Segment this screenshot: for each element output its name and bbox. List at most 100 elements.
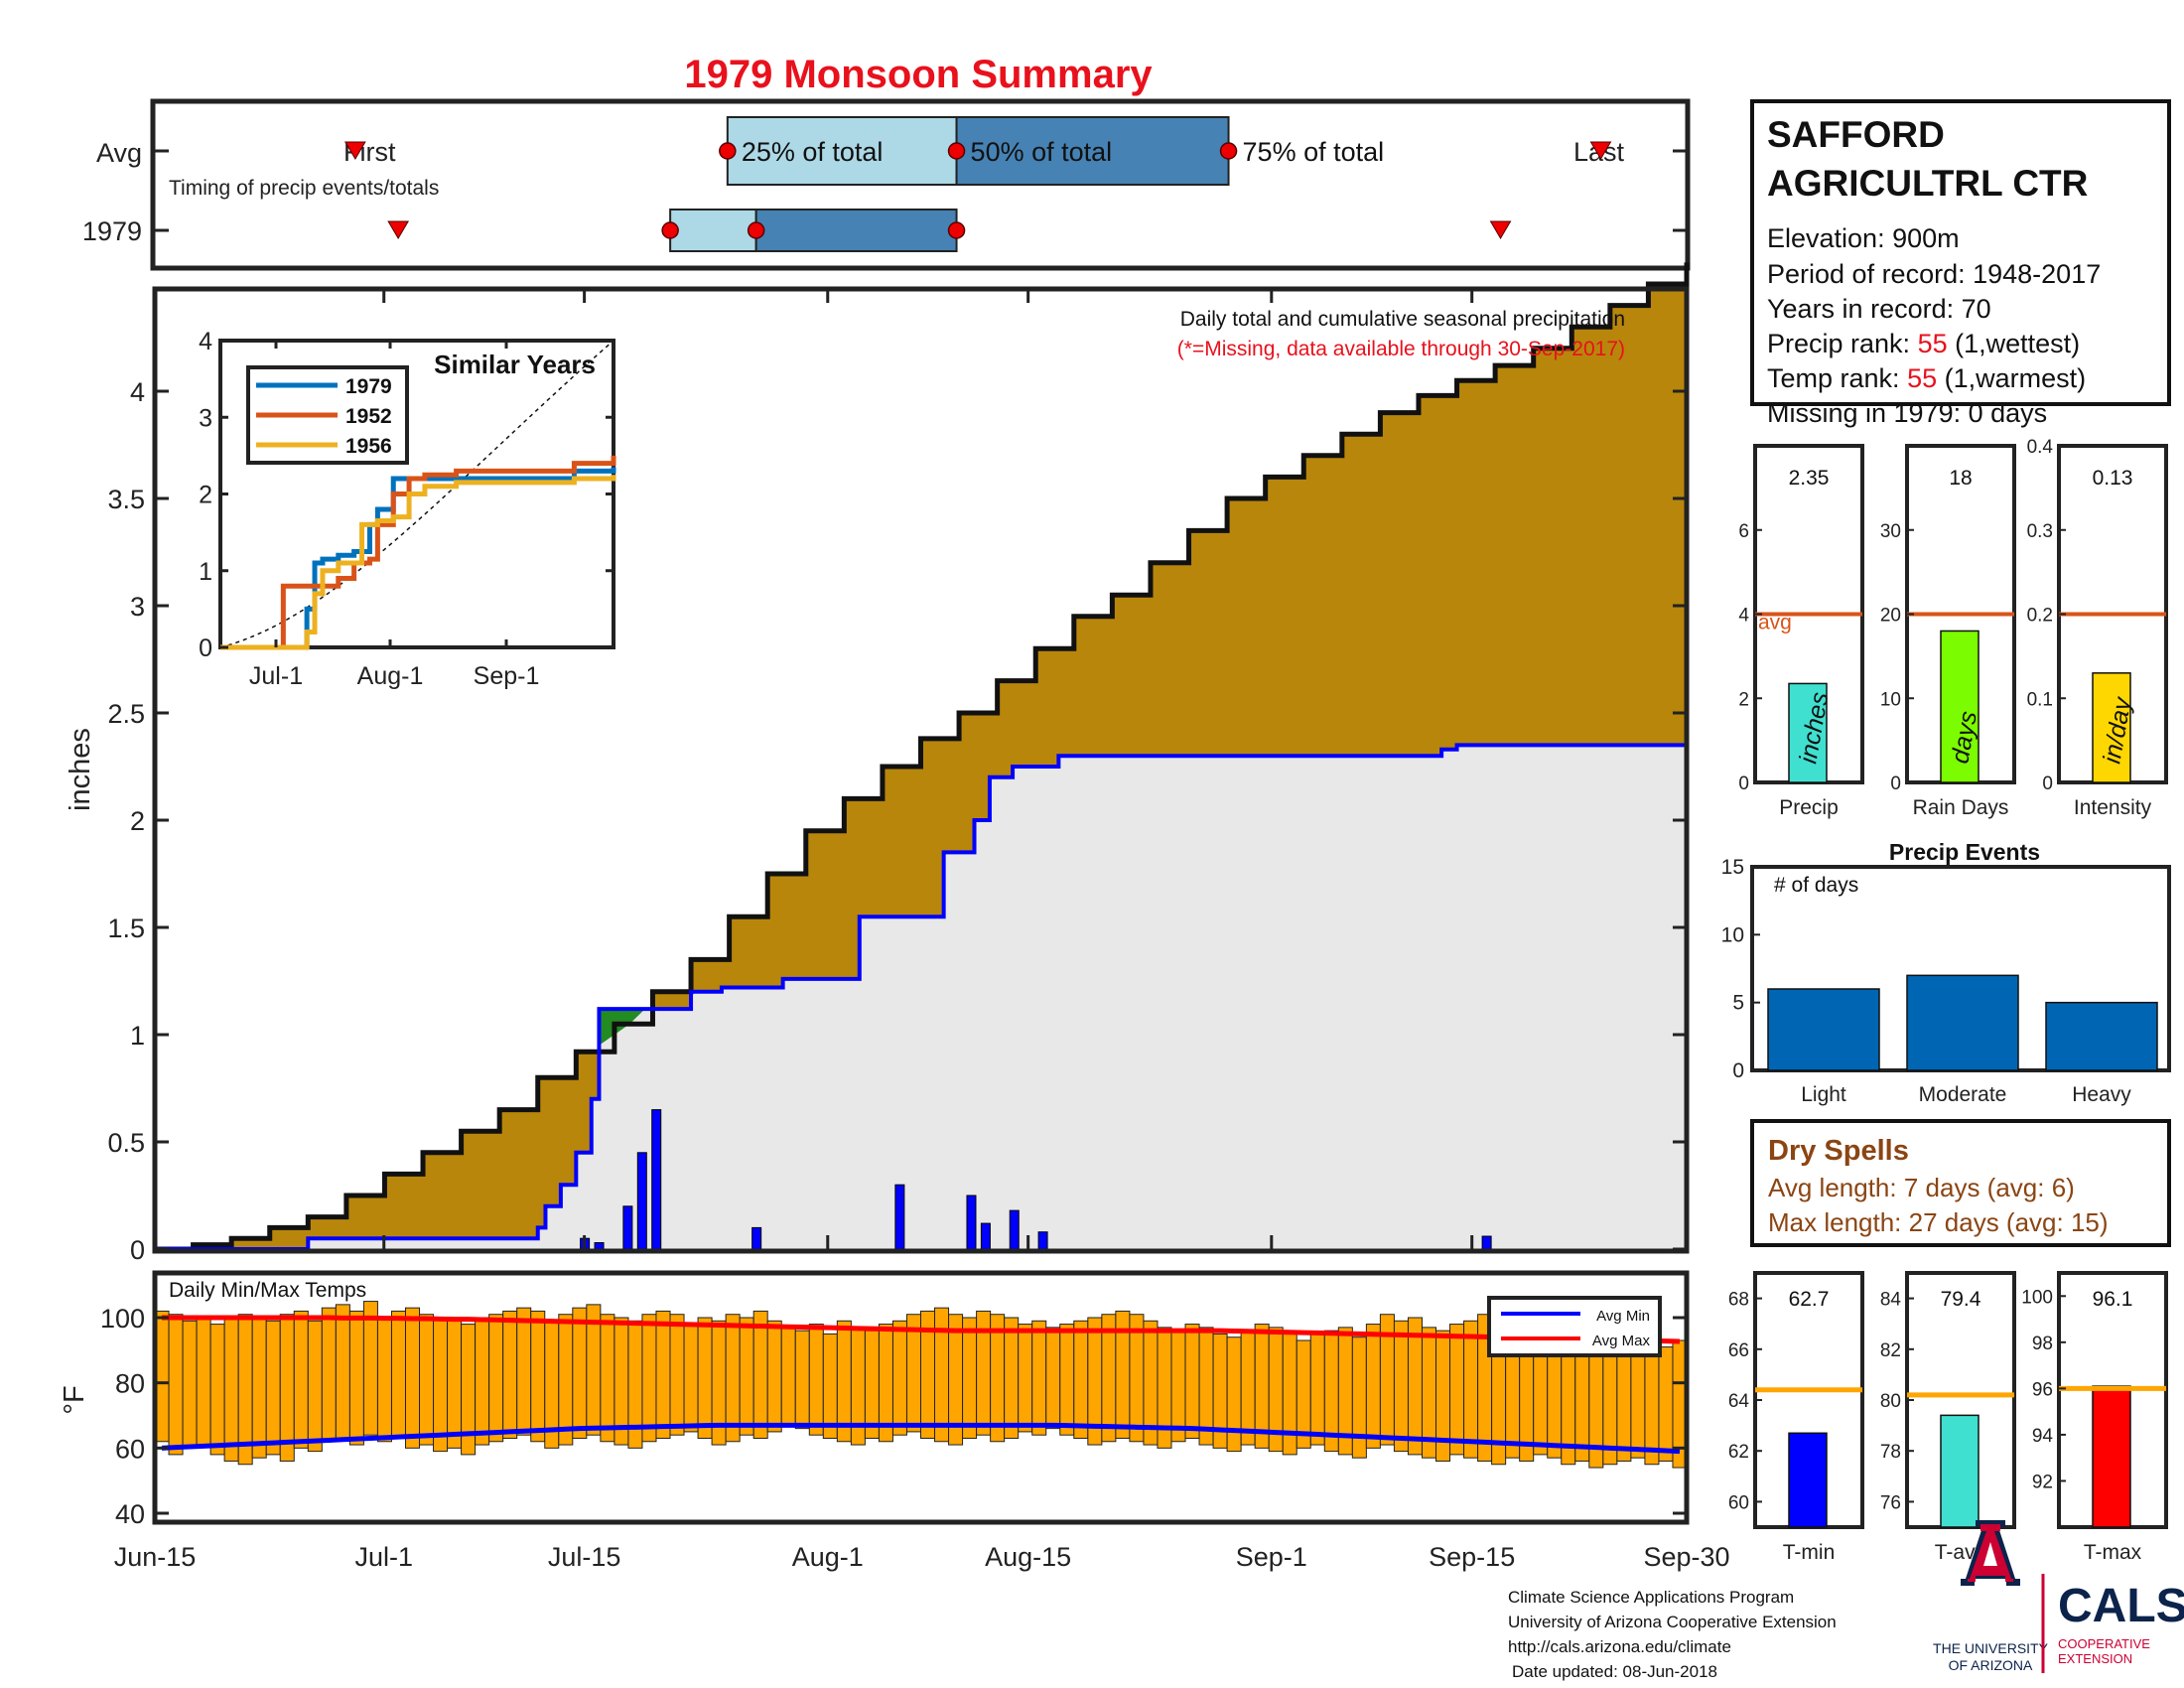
main-y-tick-label: 3.5 bbox=[107, 485, 145, 514]
daily-temp-bar bbox=[279, 1314, 295, 1462]
daily-precip-bar bbox=[980, 1222, 991, 1250]
intensity-tick-label: 0 bbox=[2042, 774, 2053, 794]
events-bar bbox=[2045, 1001, 2158, 1071]
inset-y-tick-label: 3 bbox=[199, 404, 212, 432]
daily-temp-bar bbox=[752, 1310, 768, 1439]
main-y-tick-label: 1 bbox=[130, 1021, 145, 1051]
inset-legend-label: 1956 bbox=[345, 435, 392, 458]
main-y-tick-label: 2 bbox=[130, 806, 145, 836]
daily-temp-bar bbox=[209, 1324, 225, 1456]
percentile-marker bbox=[719, 142, 737, 160]
daily-precip-bar bbox=[651, 1109, 662, 1250]
main-note-line2: (*=Missing, data available through 30-Se… bbox=[1177, 338, 1625, 360]
daily-temp-bar bbox=[1240, 1330, 1256, 1446]
cals-coop-line1: COOPERATIVE bbox=[2058, 1636, 2150, 1651]
daily-temp-bar bbox=[182, 1320, 198, 1449]
daily-temp-bar bbox=[655, 1310, 671, 1439]
tmin-panel-label: T-min bbox=[1783, 1541, 1836, 1564]
station-name-line1: SAFFORD bbox=[1767, 114, 1945, 155]
daily-temp-bar bbox=[1045, 1327, 1061, 1430]
events-title: Precip Events bbox=[1889, 839, 2040, 865]
intensity-tick-label: 0.4 bbox=[2027, 437, 2054, 458]
daily-temp-bar bbox=[683, 1324, 699, 1433]
daily-precip-bar bbox=[1481, 1235, 1492, 1250]
daily-temp-bar bbox=[572, 1307, 588, 1439]
daily-temp-bar bbox=[1101, 1314, 1117, 1443]
raindays-tick-label: 30 bbox=[1880, 521, 1901, 542]
daily-precip-bar bbox=[1009, 1209, 1020, 1250]
daily-temp-bar bbox=[251, 1317, 267, 1459]
daily-temp-bar bbox=[725, 1314, 741, 1443]
timing-row-1979-label: 1979 bbox=[82, 216, 142, 246]
percentile-marker bbox=[947, 142, 966, 160]
cals-coop-line2: EXTENSION bbox=[2058, 1651, 2132, 1666]
precip-tick-label: 6 bbox=[1738, 521, 1749, 542]
footer: Climate Science Applications Program Uni… bbox=[1508, 1588, 1837, 1681]
tmin-tick-label: 66 bbox=[1728, 1340, 1749, 1361]
station-temp-rank: Temp rank: 55 (1,warmest) bbox=[1767, 363, 2086, 393]
timing-box-50-75 bbox=[754, 209, 958, 252]
daily-temp-bar bbox=[1644, 1342, 1660, 1466]
daily-temp-bar bbox=[558, 1314, 574, 1446]
daily-temp-bar bbox=[962, 1317, 978, 1439]
daily-temp-bar bbox=[864, 1330, 880, 1439]
temp-y-tick-label: 80 bbox=[115, 1369, 145, 1399]
daily-temp-bar bbox=[641, 1314, 657, 1443]
station-missing: Missing in 1979: 0 days bbox=[1767, 398, 2047, 428]
raindays-tick-label: 10 bbox=[1880, 689, 1901, 710]
raindays-tick-label: 0 bbox=[1890, 774, 1901, 794]
daily-precip-bar bbox=[594, 1242, 605, 1250]
timing-caption: Timing of precip events/totals bbox=[169, 177, 439, 200]
pct75-label: 75% of total bbox=[1243, 137, 1385, 167]
cumulative-1979-line bbox=[155, 743, 1687, 1251]
events-ylabel: # of days bbox=[1774, 874, 1858, 897]
main-y-tick-label: 0.5 bbox=[107, 1128, 145, 1158]
tavg-value-text: 79.4 bbox=[1941, 1288, 1981, 1311]
precip-tick-label: 2 bbox=[1738, 689, 1749, 710]
avg-min-legend-label: Avg Min bbox=[1596, 1308, 1650, 1325]
dry-spells-frame bbox=[1750, 1119, 2171, 1247]
pct50-label: 50% of total bbox=[971, 137, 1113, 167]
daily-temp-bar bbox=[404, 1307, 421, 1449]
tmin-tick-label: 68 bbox=[1728, 1290, 1749, 1311]
page-title: 1979 Monsoon Summary bbox=[684, 53, 1153, 96]
daily-temp-bar bbox=[822, 1333, 838, 1439]
main-y-tick-label: 4 bbox=[130, 377, 145, 407]
daily-temp-bar bbox=[1393, 1320, 1409, 1453]
daily-temp-bar bbox=[1547, 1349, 1563, 1459]
temp-y-tick-label: 100 bbox=[100, 1304, 145, 1334]
daily-temp-bar bbox=[1449, 1324, 1465, 1456]
daily-temp-bar bbox=[223, 1317, 239, 1462]
daily-temp-bar bbox=[669, 1314, 685, 1436]
inset-x-tick-label: Aug-1 bbox=[357, 662, 424, 690]
inset-title: Similar Years bbox=[434, 350, 596, 379]
footer-line4: Date updated: 08-Jun-2018 bbox=[1512, 1662, 1717, 1681]
daily-temp-bar bbox=[376, 1317, 392, 1443]
inset-x-tick-label: Sep-1 bbox=[474, 662, 540, 690]
daily-precip-bar bbox=[622, 1205, 633, 1250]
temp-frame bbox=[152, 1270, 1690, 1525]
footer-line3: http://cals.arizona.edu/climate bbox=[1508, 1637, 1731, 1656]
x-tick-label: Jun-15 bbox=[114, 1542, 197, 1572]
percentile-marker bbox=[661, 221, 679, 239]
daily-temp-bar bbox=[1309, 1333, 1325, 1446]
station-years: Years in record: 70 bbox=[1767, 294, 1991, 324]
avg-annotation: avg bbox=[1758, 612, 1792, 634]
daily-temp-bar bbox=[808, 1324, 824, 1436]
events-bar bbox=[1767, 988, 1880, 1071]
tmax-tick-label: 100 bbox=[2021, 1287, 2053, 1308]
station-name-line2: AGRICULTRL CTR bbox=[1767, 163, 2088, 204]
daily-temp-bar bbox=[168, 1314, 184, 1456]
daily-temp-bar bbox=[1226, 1336, 1242, 1453]
tavg-value-bar bbox=[1940, 1414, 1979, 1528]
precip-value-bar bbox=[1788, 682, 1828, 783]
daily-temp-bar bbox=[265, 1320, 281, 1456]
daily-temp-bar bbox=[780, 1327, 796, 1426]
tavg-tick-label: 76 bbox=[1880, 1492, 1901, 1513]
daily-temp-bar bbox=[794, 1330, 810, 1430]
events-tick-label: 0 bbox=[1732, 1059, 1744, 1082]
daily-temp-bar bbox=[321, 1307, 337, 1443]
dry-spells-box: Dry Spells Avg length: 7 days (avg: 6) M… bbox=[1750, 1119, 2171, 1247]
temp-chart: °F 40 60 80 100 Daily Min/Max Temps Avg Min… bbox=[59, 1270, 1690, 1529]
daily-temp-bar bbox=[766, 1320, 782, 1433]
